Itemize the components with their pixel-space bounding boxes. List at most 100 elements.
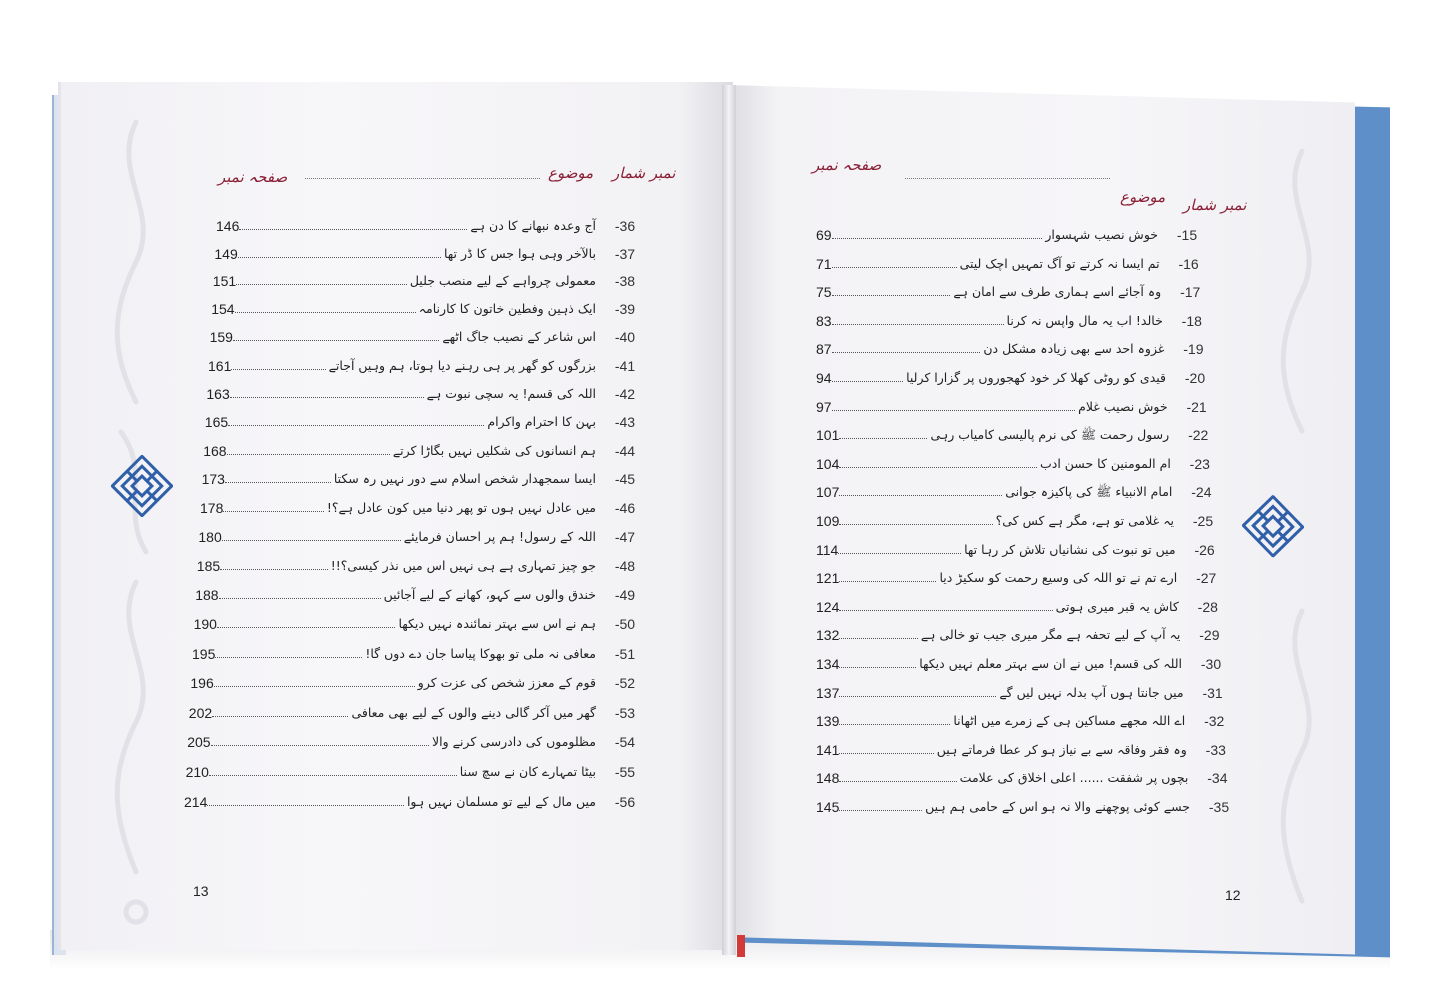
toc-page-number: 190 — [193, 616, 217, 633]
toc-serial-number: -42 — [614, 385, 636, 402]
toc-serial-number: -30 — [1200, 656, 1222, 672]
toc-entry: -46 میں عادل نہیں ہوں تو پھر دنیا میں کون… — [198, 495, 650, 517]
toc-leader-dots — [218, 597, 381, 599]
toc-entry: -39 ایک ذہین وفطین خاتون کا کارنامہ 154 — [209, 296, 650, 318]
toc-serial-number: -28 — [1197, 598, 1218, 615]
toc-page-number: 149 — [214, 245, 238, 262]
toc-title: بالآخر وہی ہوا جس کا ڈر تھا — [443, 245, 596, 261]
toc-page-number: 71 — [816, 255, 832, 272]
toc-entry: -43 بہن کا احترام واکرام 165 — [203, 409, 650, 431]
toc-entry: -25 یہ غلامی تو ہے، مگر ہے کس کی؟ 109 — [814, 508, 1228, 530]
toc-entry: -31 میں جانتا ہوں آپ بدلہ نہیں لیں گے 137 — [814, 680, 1238, 702]
toc-page-number: 173 — [201, 471, 225, 488]
toc-page-number: 145 — [816, 799, 840, 815]
toc-title: میں جانتا ہوں آپ بدلہ نہیں لیں گے — [999, 684, 1184, 700]
page-number-left: 13 — [193, 883, 209, 899]
toc-leader-dots — [831, 323, 1004, 325]
header-serial: نمبر شمار — [1183, 196, 1247, 214]
toc-title: مظلوموں کی دادرسی کرنے والا — [432, 734, 596, 750]
toc-entry: -30 اللہ کی قسم! میں نے ان سے بہتر معلم ن… — [814, 651, 1236, 673]
toc-serial-number: -19 — [1183, 341, 1204, 358]
toc-leader-dots — [207, 805, 404, 806]
toc-serial-number: -29 — [1199, 627, 1220, 644]
toc-leader-dots — [229, 396, 424, 398]
toc-entry: -42 اللہ کی قسم! یہ سچی نبوت ہے 163 — [204, 381, 650, 403]
toc-page-number: 94 — [816, 370, 832, 386]
toc-leader-dots — [839, 438, 928, 440]
toc-page-number: 109 — [816, 513, 840, 529]
toc-leader-dots — [232, 340, 440, 342]
toc-page-number: 151 — [212, 273, 237, 290]
toc-page-number: 165 — [204, 414, 229, 431]
toc-serial-number: -26 — [1194, 541, 1215, 558]
toc-entry: -24 امام الانبیاء ﷺ کی پاکیزہ جوانی 107 — [814, 479, 1226, 501]
toc-title: خالد! اب یہ مال واپس نہ کرنا — [1006, 312, 1163, 328]
toc-title: آج وعدہ نبھانے کا دن ہے — [470, 218, 596, 233]
toc-entry: -50 ہم نے اس سے بہتر نمائندہ نہیں دیکھا 19… — [192, 611, 650, 633]
toc-leader-dots — [224, 482, 331, 484]
toc-title: ہم انسانوں کی شکلیں نہیں بگاڑا کرتے — [392, 442, 596, 458]
toc-leader-dots — [839, 781, 957, 783]
toc-leader-dots — [839, 581, 937, 583]
toc-page-number: 121 — [816, 570, 840, 587]
toc-entry: -52 قوم کے معزز شخص کی عزت کرو 196 — [188, 670, 650, 692]
toc-entry: -15 خوش نصیب شہسوار 69 — [814, 222, 1212, 244]
toc-page-number: 134 — [816, 656, 840, 672]
toc-page-number: 146 — [216, 218, 240, 234]
toc-leader-dots — [839, 695, 997, 697]
toc-title: ام المومنین کا حسن ادب — [1040, 455, 1171, 471]
toc-entry: -34 بچوں پر شفقت ...... اعلی اخلاق کی علا… — [814, 765, 1242, 787]
header-serial: نمبر شمار — [612, 164, 676, 182]
toc-leader-dots — [208, 775, 457, 777]
toc-entry: -40 اس شاعر کے نصیب جاگ اٹھے 159 — [208, 324, 650, 346]
header-page: صفحہ نمبر — [218, 168, 288, 186]
toc-leader-dots — [831, 238, 1043, 239]
toc-page-number: 214 — [184, 794, 208, 810]
toc-title: قوم کے معزز شخص کی عزت کرو — [417, 674, 596, 690]
toc-page-number: 137 — [816, 684, 840, 701]
toc-leader-dots — [839, 466, 1037, 468]
toc-title: بزرگوں کو گھر پر ہی رہنے دیا ہوتا، ہم وہ… — [328, 357, 596, 373]
toc-leader-dots — [234, 312, 416, 314]
toc-serial-number: -18 — [1181, 312, 1202, 329]
toc-serial-number: -31 — [1202, 684, 1223, 701]
toc-leader-dots — [838, 552, 962, 554]
book-spine — [722, 85, 736, 955]
toc-serial-number: -50 — [614, 616, 636, 633]
toc-leader-dots — [839, 609, 1053, 611]
toc-page-number: 180 — [198, 528, 222, 545]
toc-title: ایسا سمجھدار شخص اسلام سے دور نہیں رہ سک… — [333, 471, 596, 487]
header-topic: موضوع — [548, 164, 594, 182]
toc-leader-dots — [210, 745, 430, 747]
toc-serial-number: -44 — [614, 442, 636, 459]
toc-title: میں مال کے لیے تو مسلمان نہیں ہوا — [406, 794, 596, 809]
toc-page-number: 83 — [816, 312, 832, 329]
toc-leader-dots — [237, 256, 441, 258]
toc-title: وہ آجائے اسے ہماری طرف سے امان ہے — [953, 284, 1162, 300]
toc-serial-number: -46 — [614, 500, 636, 516]
toc-entry: -20 قیدی کو روٹی کھلا کر خود کھجوروں پر گ… — [814, 365, 1220, 387]
right-page — [727, 85, 1355, 955]
toc-leader-dots — [831, 295, 951, 297]
toc-serial-number: -25 — [1192, 513, 1214, 529]
toc-serial-number: -54 — [614, 734, 636, 751]
toc-entry: -18 خالد! اب یہ مال واپس نہ کرنا 83 — [814, 308, 1217, 330]
toc-title: خوش نصیب شہسوار — [1045, 227, 1158, 242]
toc-leader-dots — [839, 524, 993, 525]
toc-title: غزوہ احد سے بھی زیادہ مشکل دن — [983, 341, 1165, 357]
toc-entry: -51 معافی نہ ملی تو بھوکا پیاسا جان دے دو… — [190, 641, 650, 663]
toc-title: یہ آپ کے لیے تحفہ ہے مگر میری جیب تو خال… — [920, 627, 1181, 643]
toc-title: اس شاعر کے نصیب جاگ اٹھے — [442, 329, 596, 345]
toc-title: گھر میں آکر گالی دینے والوں کے لیے بھی م… — [351, 704, 596, 720]
toc-entry: -35 جسے کوئی پوچھنے والا نہ ہو اس کے حامی… — [814, 794, 1244, 816]
toc-title: اللہ کی قسم! میں نے ان سے بہتر معلم نہیں… — [919, 656, 1182, 671]
bookmark-ribbon — [737, 935, 745, 957]
toc-title: معافی نہ ملی تو بھوکا پیاسا جان دے دوں گ… — [365, 645, 596, 661]
toc-entry: -33 وہ فقر وفاقہ سے بے نیاز ہو کر عطا فرم… — [814, 737, 1241, 759]
toc-entry: -21 خوش نصیب غلام 97 — [814, 394, 1222, 416]
toc-serial-number: -34 — [1207, 770, 1228, 787]
toc-page-number: 161 — [208, 357, 232, 374]
toc-leader-dots — [212, 715, 349, 717]
toc-title: یہ غلامی تو ہے، مگر ہے کس کی؟ — [995, 513, 1174, 528]
toc-leader-dots — [215, 656, 363, 658]
